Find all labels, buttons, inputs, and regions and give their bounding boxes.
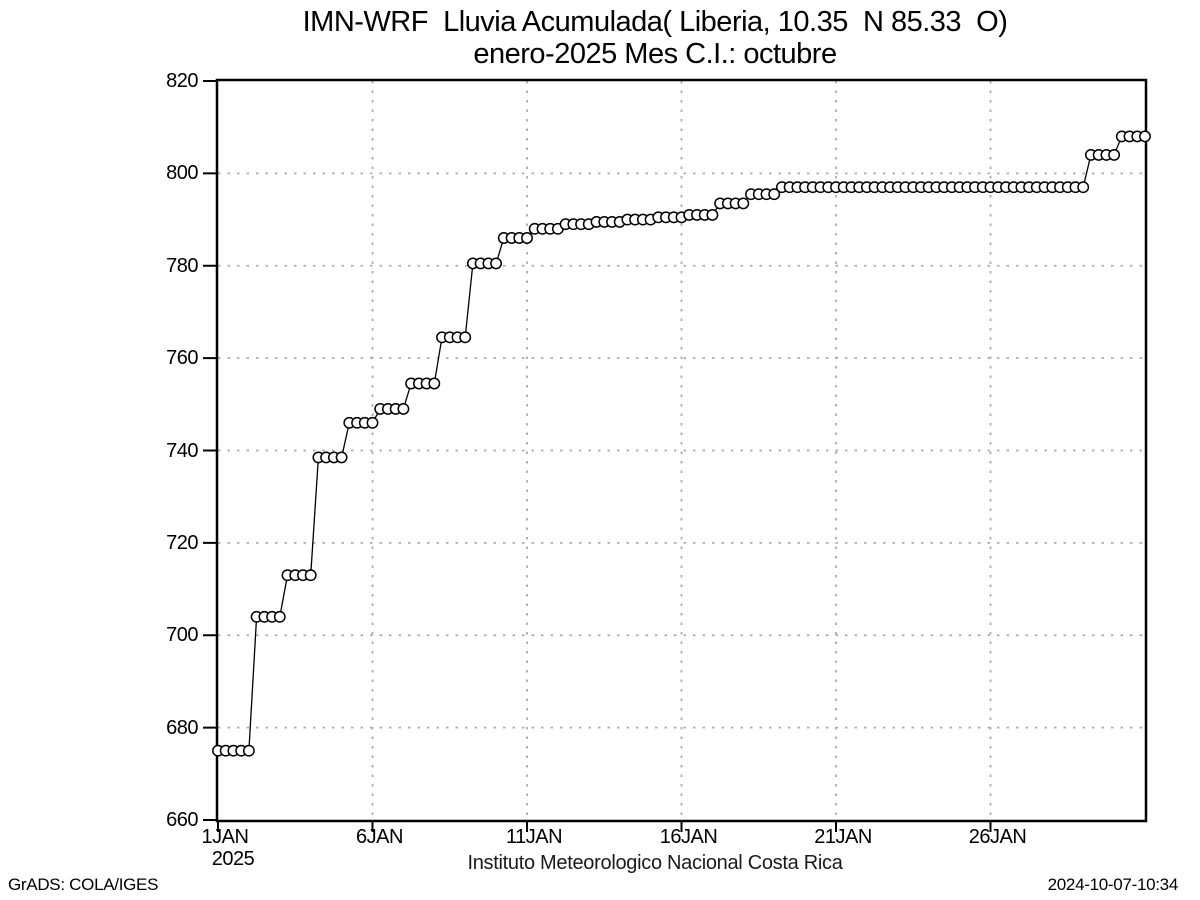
axis-ticks (203, 80, 992, 832)
y-tick-label-720: 720 (166, 531, 198, 554)
y-tick-label-700: 700 (166, 624, 198, 647)
chart-title: IMN-WRF Lluvia Acumulada( Liberia, 10.35… (302, 6, 1008, 38)
y-tick-label-780: 780 (166, 254, 198, 277)
y-tick-label-660: 660 (166, 809, 198, 831)
y-tick-label-760: 760 (166, 347, 198, 370)
render-timestamp: 2024-10-07-10:34 (1047, 875, 1179, 894)
footer-caption: Instituto Meteorologico Nacional Costa R… (467, 852, 843, 874)
y-tick-label-740: 740 (166, 439, 198, 462)
gridlines (218, 81, 1145, 820)
y-tick-label-680: 680 (166, 716, 198, 739)
chart-subtitle: enero-2025 Mes C.I.: octubre (473, 38, 837, 70)
x-tick-label-6JAN: 6JAN (356, 826, 403, 848)
x-tick-sublabel-2025: 2025 (211, 848, 255, 870)
y-tick-label-800: 800 (166, 162, 198, 185)
x-tick-label-26JAN: 26JAN (968, 826, 1027, 848)
y-tick-label-820: 820 (166, 70, 198, 92)
x-tick-label-21JAN: 21JAN (814, 826, 872, 848)
plot-frame (215, 78, 1148, 823)
grads-credit: GrADS: COLA/IGES (8, 875, 159, 894)
x-tick-label-16JAN: 16JAN (659, 826, 718, 848)
rainfall-series-markers (212, 130, 1151, 757)
x-tick-label-11JAN: 11JAN (505, 826, 563, 848)
x-tick-label-1JAN: 1JAN (201, 826, 249, 848)
